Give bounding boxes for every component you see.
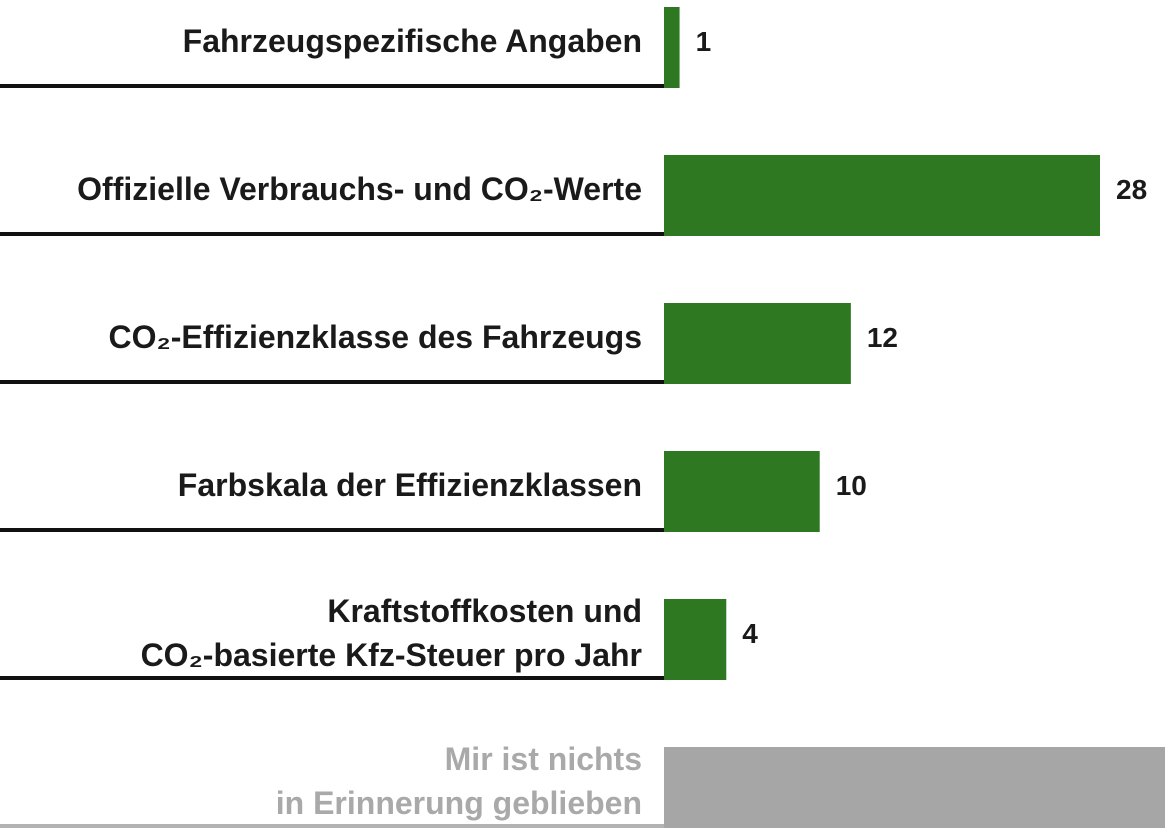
bar [664,451,820,532]
category-label: Offizielle Verbrauchs- und CO₂-Werte [77,171,642,207]
bar [664,599,727,680]
value-label: 10 [836,470,867,501]
value-label: 4 [742,618,758,649]
value-label: 1 [696,26,712,57]
value-label: 12 [867,322,898,353]
category-label: Mir ist nichts [445,741,642,777]
category-label: CO₂-basierte Kfz-Steuer pro Jahr [141,637,642,673]
category-label: Fahrzeugspezifische Angaben [183,23,642,59]
value-label: 28 [1116,174,1147,205]
bar [664,7,680,88]
bar [664,303,851,384]
bar [664,155,1100,236]
category-label: Kraftstoffkosten und [327,593,642,629]
bar [664,747,1165,828]
category-label: Farbskala der Effizienzklassen [178,467,642,503]
category-label: CO₂-Effizienzklasse des Fahrzeugs [109,319,642,355]
category-label: in Erinnerung geblieben [276,785,642,821]
